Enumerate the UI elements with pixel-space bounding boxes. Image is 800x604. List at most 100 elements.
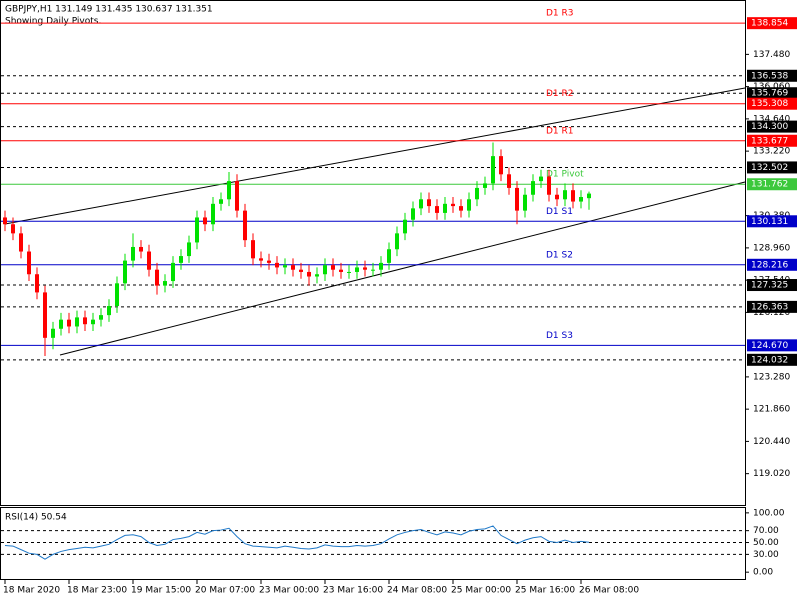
level-label: 134.300 [751,122,788,132]
y-tick-label: 136.060 [753,82,790,92]
candle-body [355,267,359,272]
candle-body [323,265,327,275]
x-tick-label: 25 Mar 16:00 [515,586,575,596]
rsi-tick-label: 100.00 [753,508,785,518]
y-tick-label: 126.120 [753,308,790,318]
candle-body [91,319,95,325]
candle-body [123,260,127,284]
level-box [747,300,797,313]
rsi-tick-label: 50.00 [753,538,779,548]
candle-body [83,317,87,325]
candle-body [259,258,263,261]
candle-body [507,174,511,188]
level-box [747,87,797,100]
level-box [747,120,797,133]
candle-body [195,217,199,243]
candle-body [499,156,503,175]
candle-body [27,251,31,275]
y-tick-label: 120.440 [753,437,790,447]
pivot-box [747,97,797,110]
rsi-tick-label: 0.00 [753,568,773,578]
candle-body [531,181,535,195]
candle-body [443,203,447,213]
level-label: 126.363 [751,302,788,312]
x-tick-label: 26 Mar 08:00 [579,586,639,596]
candle-body [267,260,271,263]
level-label: 127.325 [751,281,788,291]
candle-body [59,319,63,329]
rsi-tick-label: 70.00 [753,526,779,536]
level-box [747,69,797,82]
candle-body [43,292,47,338]
candle-body [163,281,167,286]
x-tick-label: 25 Mar 00:00 [451,586,511,596]
pivot-name: D1 Pivot [546,170,584,180]
candle-body [299,269,303,272]
candle-body [171,262,175,282]
candle-body [387,249,391,263]
level-box [747,161,797,174]
x-tick-label: 24 Mar 08:00 [387,586,447,596]
candle-body [395,233,399,250]
candle-body [523,194,527,211]
candle-body [331,265,335,270]
pivot-name: D1 R3 [546,9,574,19]
candle-body [35,274,39,293]
candle-body [147,251,151,270]
pivot-label: 133.677 [751,136,788,146]
candle-body [187,242,191,257]
pivot-box [747,215,797,228]
candle-body [347,271,351,273]
candle-body [243,210,247,241]
candle-body [227,181,231,200]
candle-body [67,319,71,327]
candle-body [115,283,119,307]
candle-body [131,246,135,261]
rsi-line [4,525,590,560]
candle-body [179,256,183,263]
symbol-header: GBPJPY,H1 131.149 131.435 130.637 131.35… [5,5,213,15]
candle-body [315,274,319,277]
main-frame [0,0,746,506]
level-label: 132.502 [751,163,788,173]
candle-body [467,199,471,211]
candle-body [363,267,367,270]
candle-body [411,208,415,220]
pivot-name: D1 S3 [546,331,573,341]
pivot-label: 135.308 [751,99,788,109]
candle-body [211,203,215,225]
pivot-box [747,178,797,191]
level-label: 124.032 [751,355,788,365]
candle-body [235,181,239,211]
level-label: 136.538 [751,71,788,81]
rsi-tick-label: 30.00 [753,550,779,560]
trend-line [59,181,746,356]
candle-body [571,190,575,202]
pivot-label: 128.216 [751,260,788,270]
pivot-box [747,339,797,352]
candle-body [51,328,55,338]
candle-body [475,187,479,200]
pivot-box [747,17,797,30]
y-tick-label: 121.860 [753,405,790,415]
candle-body [139,246,143,252]
candle-body [555,194,559,200]
candle-body [203,217,207,225]
candle-body [427,199,431,207]
rsi-label: RSI(14) 50.54 [5,513,67,523]
y-tick-label: 119.020 [753,469,790,479]
candle-body [155,269,159,286]
candle-body [107,306,111,316]
candle-body [539,176,543,182]
candle-body [11,224,15,234]
y-tick-label: 134.640 [753,114,790,124]
pivot-label: 124.670 [751,341,788,351]
candle-body [451,203,455,207]
candle-body [251,240,255,259]
pivot-name: D1 R2 [546,89,574,99]
y-tick-label: 128.960 [753,243,790,253]
candle-body [563,190,567,200]
candle-body [339,269,343,272]
